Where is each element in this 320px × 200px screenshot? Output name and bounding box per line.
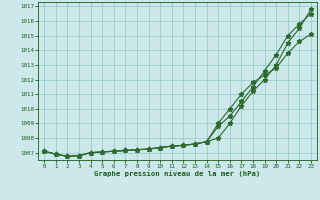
X-axis label: Graphe pression niveau de la mer (hPa): Graphe pression niveau de la mer (hPa)	[94, 171, 261, 177]
